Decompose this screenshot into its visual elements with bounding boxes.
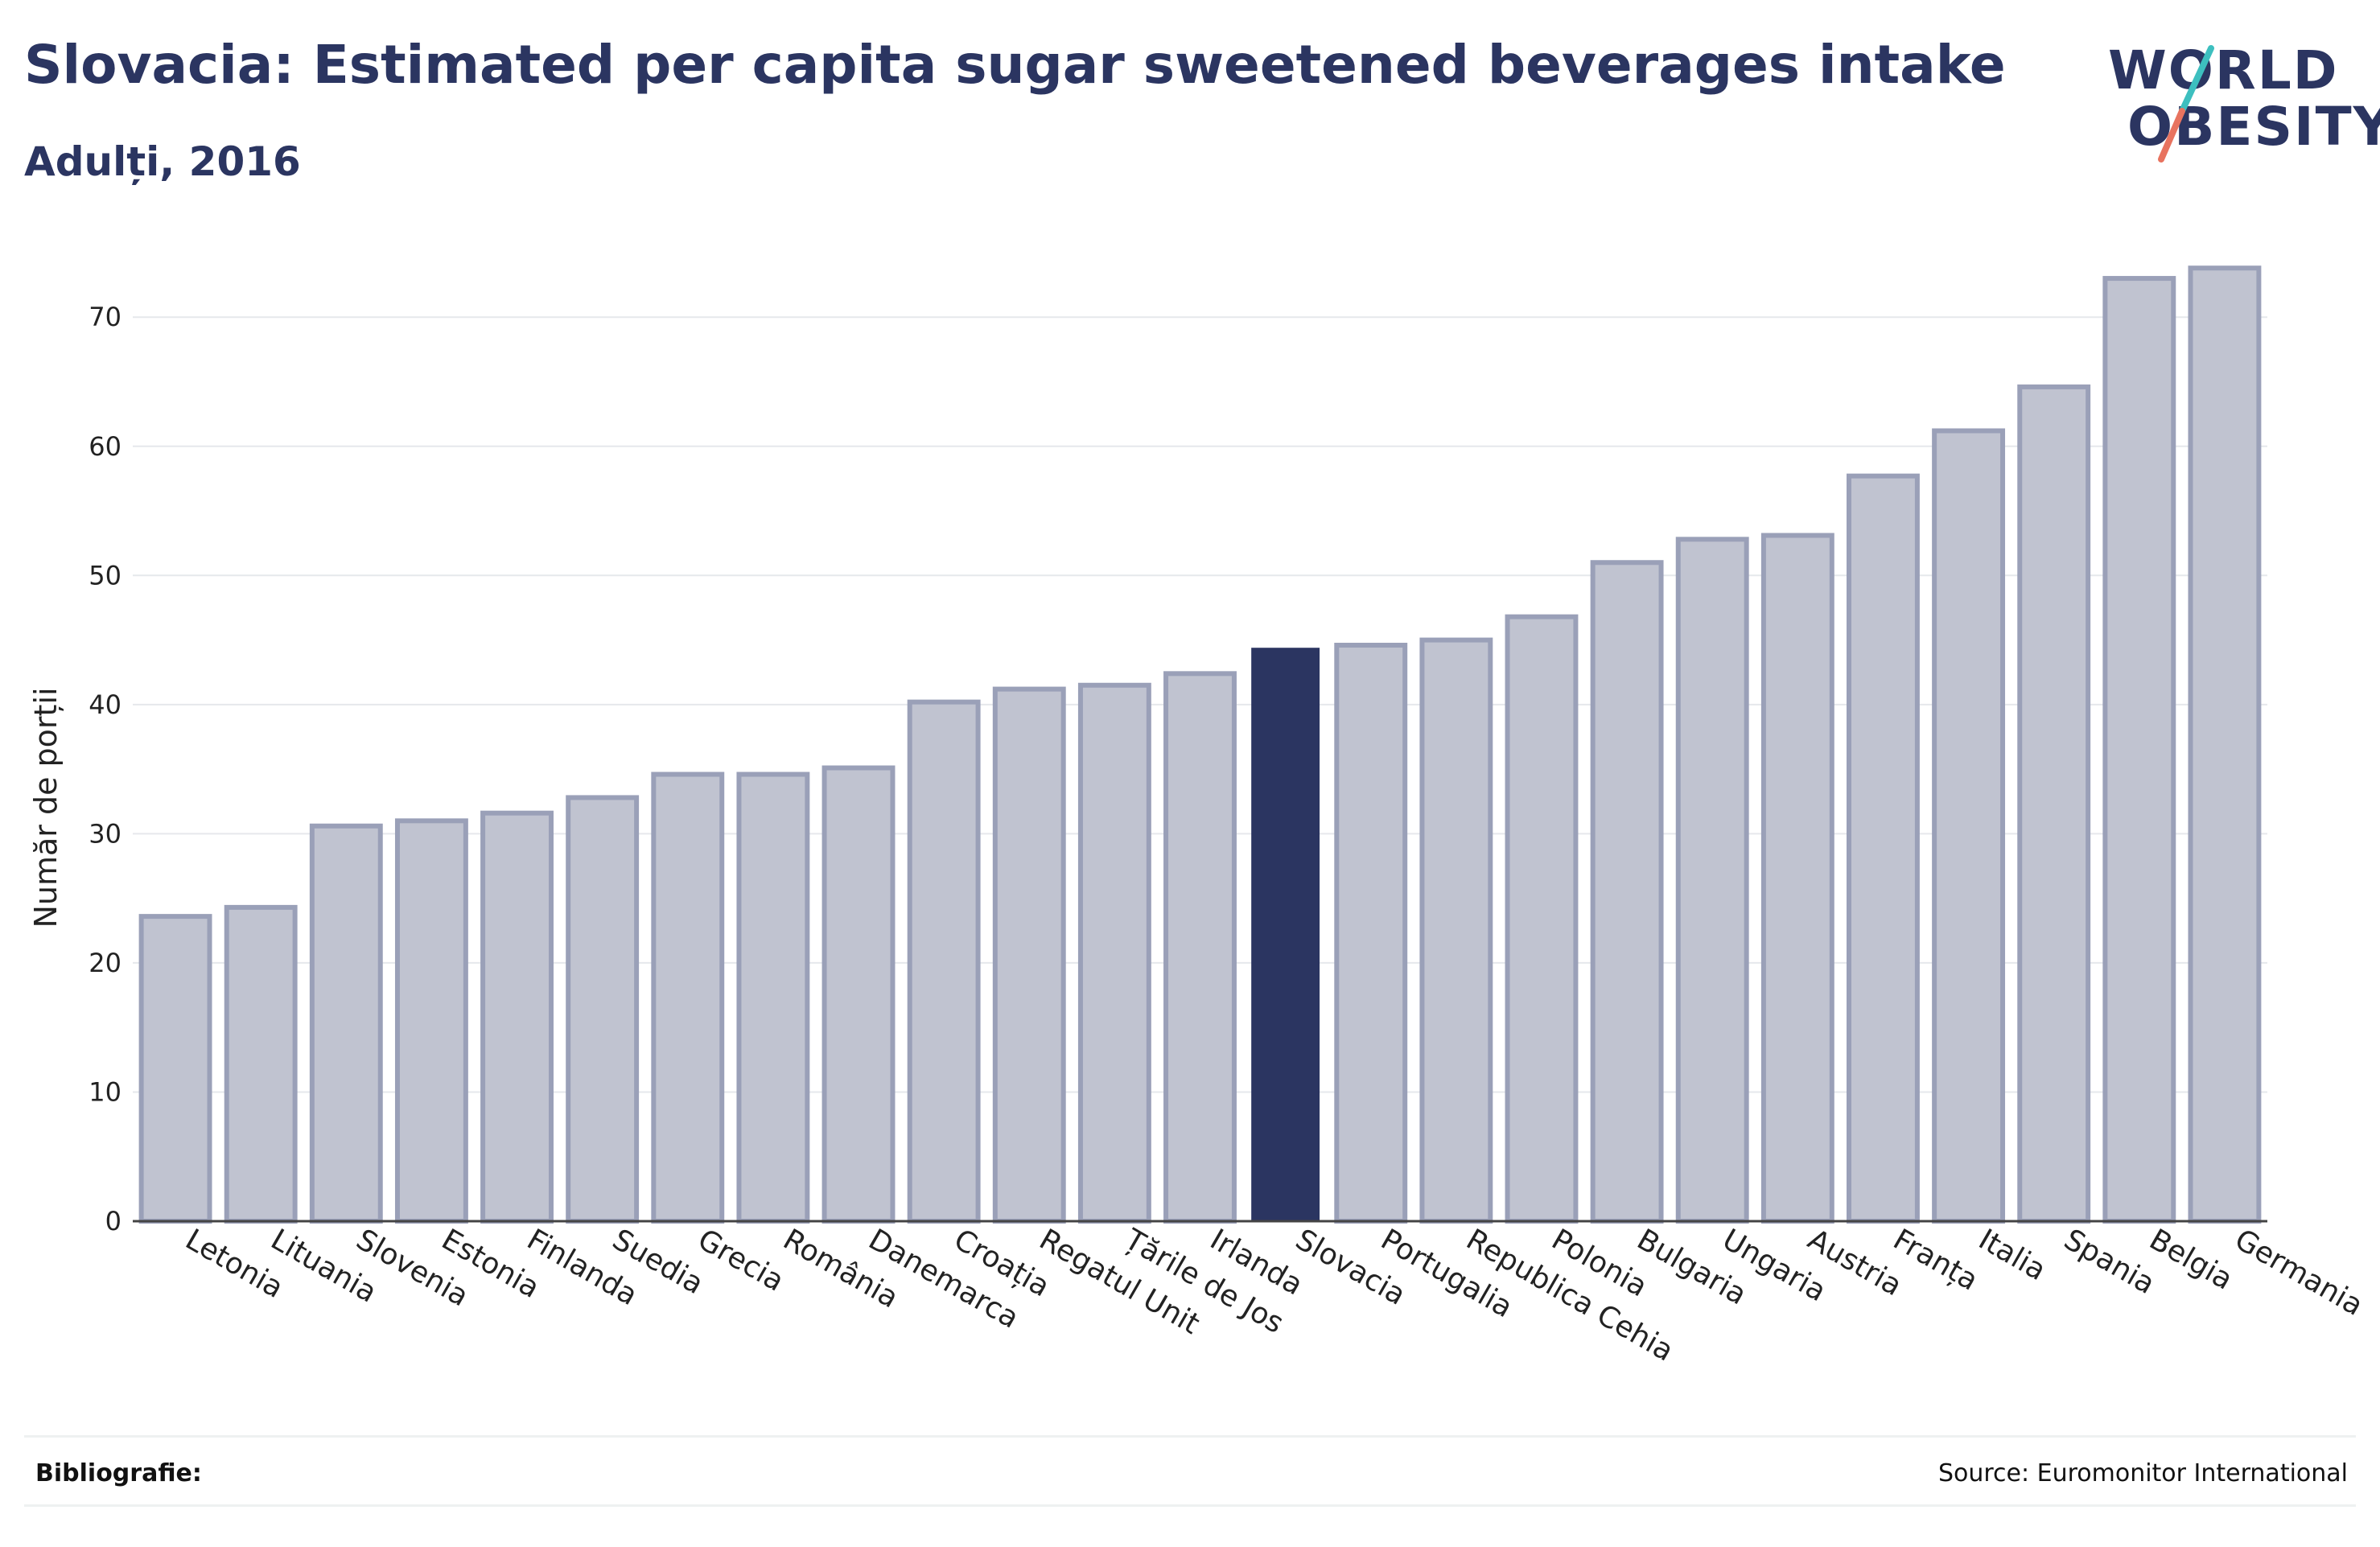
- x-tick-label: Grecia: [692, 1223, 789, 1298]
- bar-bulgaria[interactable]: [1590, 560, 1664, 1224]
- y-tick-label: 30: [89, 818, 121, 849]
- x-tick-label: Letonia: [180, 1223, 289, 1305]
- y-tick-label: 50: [89, 560, 121, 590]
- footer-divider-top: [24, 1435, 2356, 1438]
- bar-danemarca[interactable]: [821, 765, 896, 1224]
- bar-regatul-unit[interactable]: [992, 686, 1066, 1224]
- bar-irlanda[interactable]: [1163, 671, 1237, 1224]
- bar-slovacia[interactable]: [1251, 648, 1320, 1221]
- y-tick-label: 60: [89, 431, 121, 462]
- bar-lituania[interactable]: [224, 904, 298, 1224]
- bar-austria[interactable]: [1760, 533, 1834, 1224]
- logo-line-1: WORLD: [2108, 39, 2339, 101]
- bar-țările-de-jos[interactable]: [1077, 682, 1151, 1224]
- x-tick-label: Spania: [2058, 1223, 2160, 1301]
- bar-ungaria[interactable]: [1675, 537, 1749, 1224]
- bibliography-label: Bibliografie:: [35, 1459, 202, 1487]
- y-tick-label: 70: [89, 302, 121, 332]
- source-credit: Source: Euromonitor International: [1937, 1459, 2348, 1487]
- bar-estonia[interactable]: [394, 818, 468, 1224]
- bar-polonia[interactable]: [1505, 614, 1579, 1224]
- bar-italia[interactable]: [1932, 428, 2006, 1224]
- bar-suedia[interactable]: [566, 795, 640, 1224]
- chart-subtitle: Adulți, 2016: [24, 138, 301, 185]
- bar-românia[interactable]: [736, 771, 810, 1224]
- logo-slash-icon: [2158, 45, 2214, 163]
- bar-spania[interactable]: [2017, 384, 2091, 1224]
- bar-grecia[interactable]: [651, 771, 725, 1224]
- x-tick-label: Germania: [2229, 1223, 2368, 1323]
- bar-republica-cehia[interactable]: [1419, 637, 1493, 1224]
- bar-germania[interactable]: [2188, 265, 2262, 1224]
- y-axis-label: Număr de porții: [28, 687, 64, 928]
- y-tick-label: 0: [105, 1206, 121, 1236]
- bar-belgia[interactable]: [2102, 276, 2176, 1224]
- bar-letonia[interactable]: [138, 914, 212, 1224]
- bar-portugalia[interactable]: [1334, 642, 1408, 1224]
- bar-chart: 010203040506070LetoniaLituaniaSloveniaEs…: [28, 265, 2369, 1368]
- x-tick-label: Belgia: [2143, 1223, 2238, 1296]
- chart-title: Slovacia: Estimated per capita sugar swe…: [24, 34, 2006, 96]
- bar-finlanda[interactable]: [480, 810, 554, 1224]
- bar-franța[interactable]: [1847, 473, 1920, 1224]
- world-obesity-logo: WORLD OBESITY: [2092, 24, 2380, 169]
- x-tick-label: Italia: [1973, 1223, 2051, 1287]
- bar-slovenia[interactable]: [309, 823, 383, 1224]
- y-tick-label: 10: [89, 1076, 121, 1107]
- x-tick-label: Franța: [1888, 1223, 1983, 1297]
- y-tick-label: 40: [89, 689, 121, 720]
- footer-divider-bottom: [24, 1504, 2356, 1507]
- y-tick-label: 20: [89, 948, 121, 978]
- bar-croația[interactable]: [907, 699, 981, 1224]
